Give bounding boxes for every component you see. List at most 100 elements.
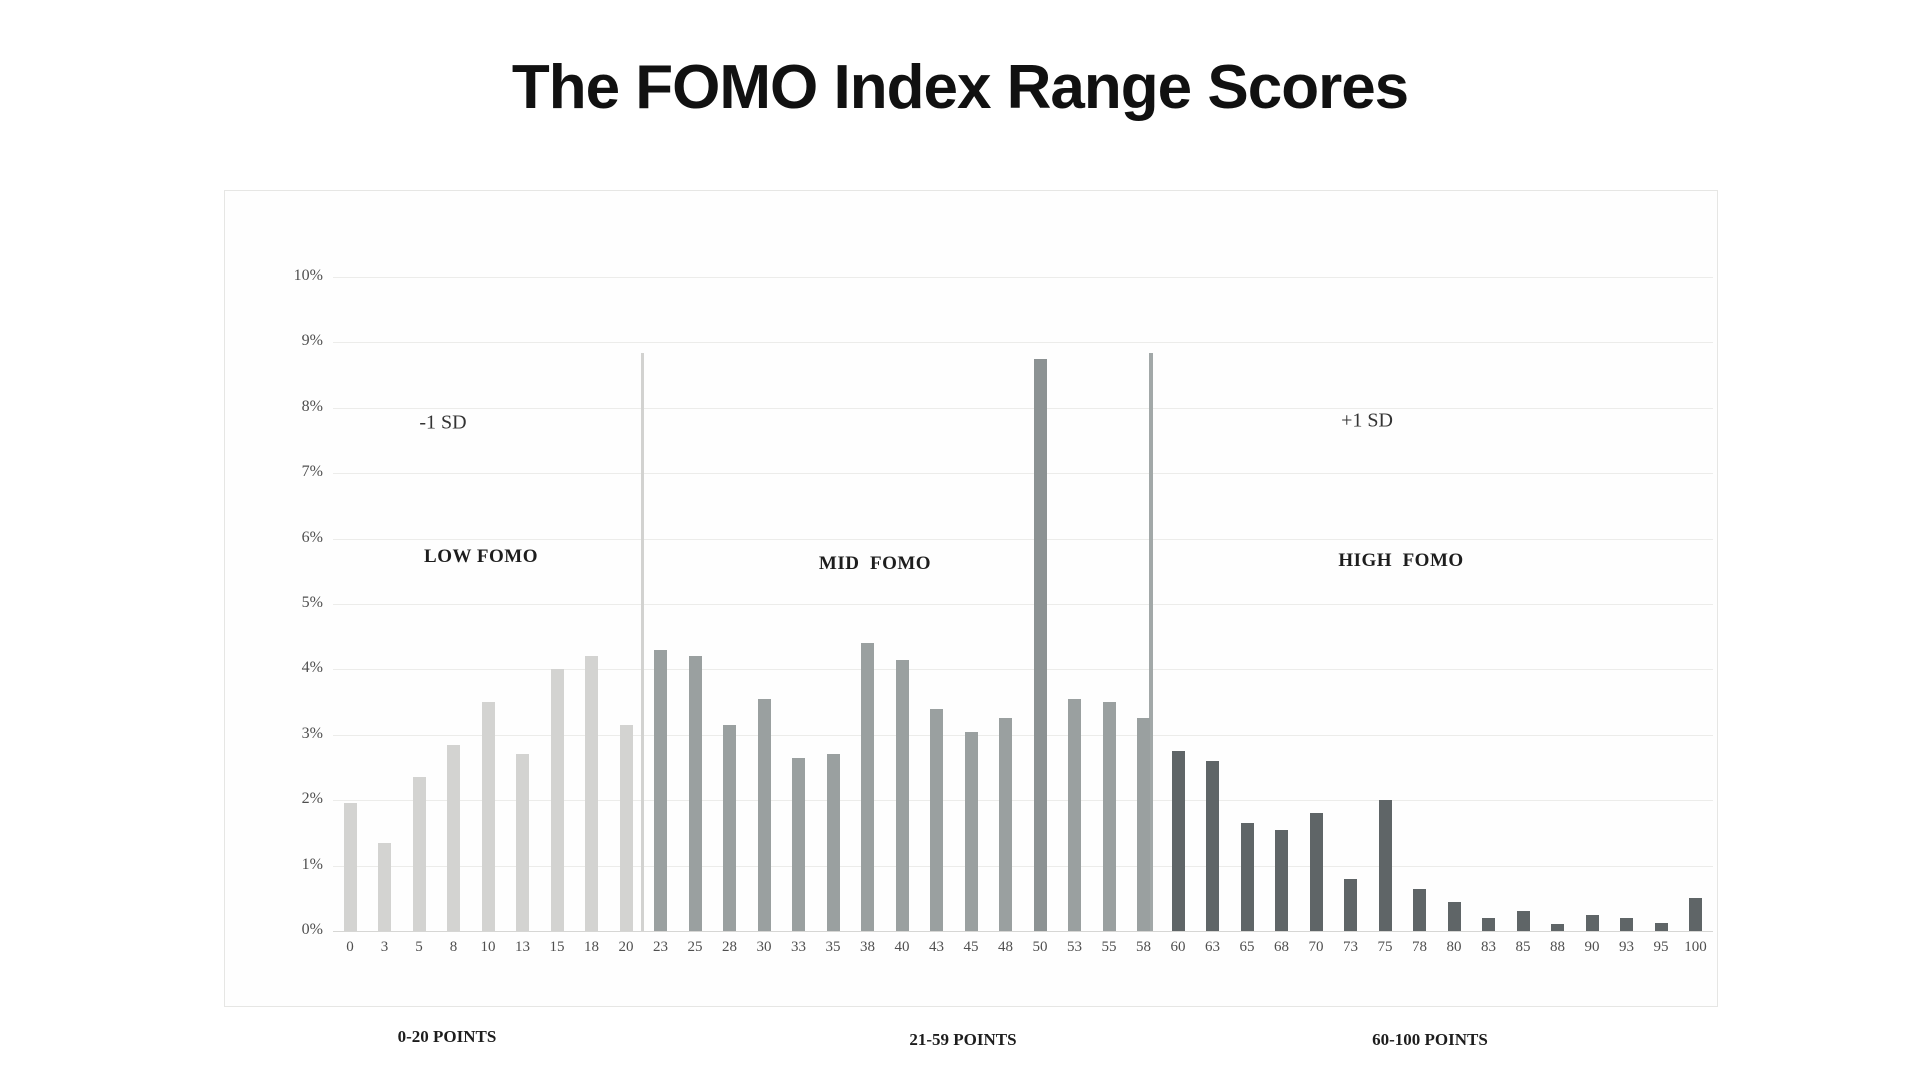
bar-63 bbox=[1206, 760, 1219, 931]
x-tick-label: 75 bbox=[1377, 939, 1393, 955]
y-tick-label: 10% bbox=[293, 267, 323, 284]
bar-78 bbox=[1413, 888, 1426, 931]
x-tick-label: 8 bbox=[449, 939, 458, 955]
range-label-0-20-points: 0-20 POINTS bbox=[397, 1027, 497, 1046]
gridline-2% bbox=[333, 800, 1713, 802]
bar-83 bbox=[1482, 917, 1495, 931]
x-tick-label: 13 bbox=[515, 939, 530, 955]
bar-28 bbox=[723, 725, 736, 931]
x-tick-label: 18 bbox=[584, 939, 599, 955]
bar-70 bbox=[1309, 813, 1323, 931]
bar-93 bbox=[1620, 917, 1633, 931]
y-tick-label: 5% bbox=[301, 594, 323, 611]
bar-58 bbox=[1137, 718, 1150, 931]
bar-43 bbox=[930, 708, 943, 931]
x-tick-label: 83 bbox=[1481, 939, 1496, 955]
x-tick-label: 85 bbox=[1515, 939, 1531, 955]
y-tick-label: 8% bbox=[301, 397, 323, 415]
x-tick-label: 80 bbox=[1446, 939, 1462, 955]
gridline-0% bbox=[333, 931, 1713, 932]
x-tick-label: 23 bbox=[653, 939, 668, 955]
range-label-21-59-points: 21-59 POINTS bbox=[909, 1030, 1017, 1049]
x-tick-label: 0 bbox=[346, 939, 354, 955]
x-tick-label: 93 bbox=[1619, 939, 1634, 955]
y-tick-label: 4% bbox=[301, 659, 323, 677]
x-tick-label: 30 bbox=[756, 939, 772, 955]
range-label-60-100-points: 60-100 POINTS bbox=[1372, 1030, 1488, 1049]
x-tick-label: 63 bbox=[1205, 939, 1220, 955]
bar-65 bbox=[1240, 823, 1254, 931]
bar-38 bbox=[861, 643, 874, 931]
y-tick-label: 6% bbox=[301, 528, 323, 546]
bar-53 bbox=[1068, 698, 1081, 931]
y-tick-label: 0% bbox=[301, 921, 323, 938]
bar-55 bbox=[1102, 702, 1116, 931]
x-tick-label: 58 bbox=[1136, 939, 1151, 955]
x-tick-label: 70 bbox=[1308, 939, 1324, 955]
bar-45 bbox=[964, 731, 978, 931]
bar-15 bbox=[550, 669, 564, 931]
bar-13 bbox=[516, 754, 529, 931]
bar-75 bbox=[1378, 800, 1392, 931]
bar-3 bbox=[378, 842, 391, 931]
bar-25 bbox=[688, 656, 702, 931]
bar-40 bbox=[895, 659, 909, 931]
x-tick-label: 45 bbox=[963, 939, 979, 955]
bar-73 bbox=[1344, 878, 1357, 931]
x-tick-label: 15 bbox=[549, 939, 565, 955]
y-tick-label: 3% bbox=[301, 724, 323, 742]
x-tick-label: 48 bbox=[998, 939, 1013, 955]
annotation-plus-1-sd: +1 SD bbox=[1341, 409, 1393, 432]
x-tick-label: 38 bbox=[860, 939, 875, 955]
x-tick-label: 88 bbox=[1550, 939, 1565, 955]
bar-20 bbox=[619, 725, 633, 931]
bar-48 bbox=[999, 718, 1012, 931]
bar-10 bbox=[481, 702, 495, 931]
x-tick-label: 55 bbox=[1101, 939, 1117, 955]
bar-18 bbox=[585, 656, 598, 931]
bar-88 bbox=[1551, 924, 1564, 931]
x-tick-label: 100 bbox=[1684, 939, 1707, 955]
annotation-mid-fomo: MID FOMO bbox=[818, 553, 932, 574]
gridline-6% bbox=[333, 538, 1713, 540]
bar-30 bbox=[757, 698, 771, 931]
y-tick-label: 9% bbox=[301, 332, 323, 350]
page-title: The FOMO Index Range Scores bbox=[511, 53, 1409, 122]
bar-35 bbox=[826, 754, 840, 931]
x-tick-label: 95 bbox=[1653, 939, 1669, 955]
bar-33 bbox=[792, 757, 805, 931]
x-tick-label: 20 bbox=[618, 939, 634, 955]
x-tick-label: 50 bbox=[1032, 939, 1048, 955]
gridline-3% bbox=[333, 734, 1713, 736]
x-tick-label: 33 bbox=[791, 939, 806, 955]
bar-23 bbox=[654, 649, 667, 931]
x-tick-label: 3 bbox=[380, 939, 389, 955]
x-tick-label: 53 bbox=[1067, 939, 1082, 955]
x-tick-label: 90 bbox=[1584, 939, 1600, 955]
bar-68 bbox=[1275, 829, 1288, 931]
gridline-4% bbox=[333, 669, 1713, 671]
bar-100 bbox=[1689, 898, 1702, 931]
x-tick-label: 35 bbox=[825, 939, 841, 955]
y-tick-label: 2% bbox=[301, 790, 323, 808]
x-tick-label: 78 bbox=[1412, 939, 1427, 955]
x-tick-label: 10 bbox=[480, 939, 496, 955]
gridline-7% bbox=[333, 473, 1713, 475]
annotation-minus-1-sd: -1 SD bbox=[419, 411, 467, 434]
x-tick-label: 68 bbox=[1274, 939, 1289, 955]
x-tick-label: 73 bbox=[1343, 939, 1358, 955]
x-tick-label: 28 bbox=[722, 939, 737, 955]
plot-area bbox=[333, 277, 1713, 932]
bar-8 bbox=[447, 744, 460, 931]
bar-0 bbox=[343, 803, 357, 931]
bar-90 bbox=[1585, 914, 1599, 931]
gridline-8% bbox=[333, 407, 1713, 409]
x-tick-label: 60 bbox=[1170, 939, 1186, 955]
bar-5 bbox=[412, 777, 426, 931]
gridline-5% bbox=[333, 604, 1713, 605]
x-tick-label: 25 bbox=[687, 939, 703, 955]
bar-80 bbox=[1447, 901, 1461, 931]
x-tick-label: 5 bbox=[415, 939, 423, 955]
gridline-9% bbox=[333, 342, 1713, 344]
gridline-10% bbox=[333, 277, 1713, 278]
